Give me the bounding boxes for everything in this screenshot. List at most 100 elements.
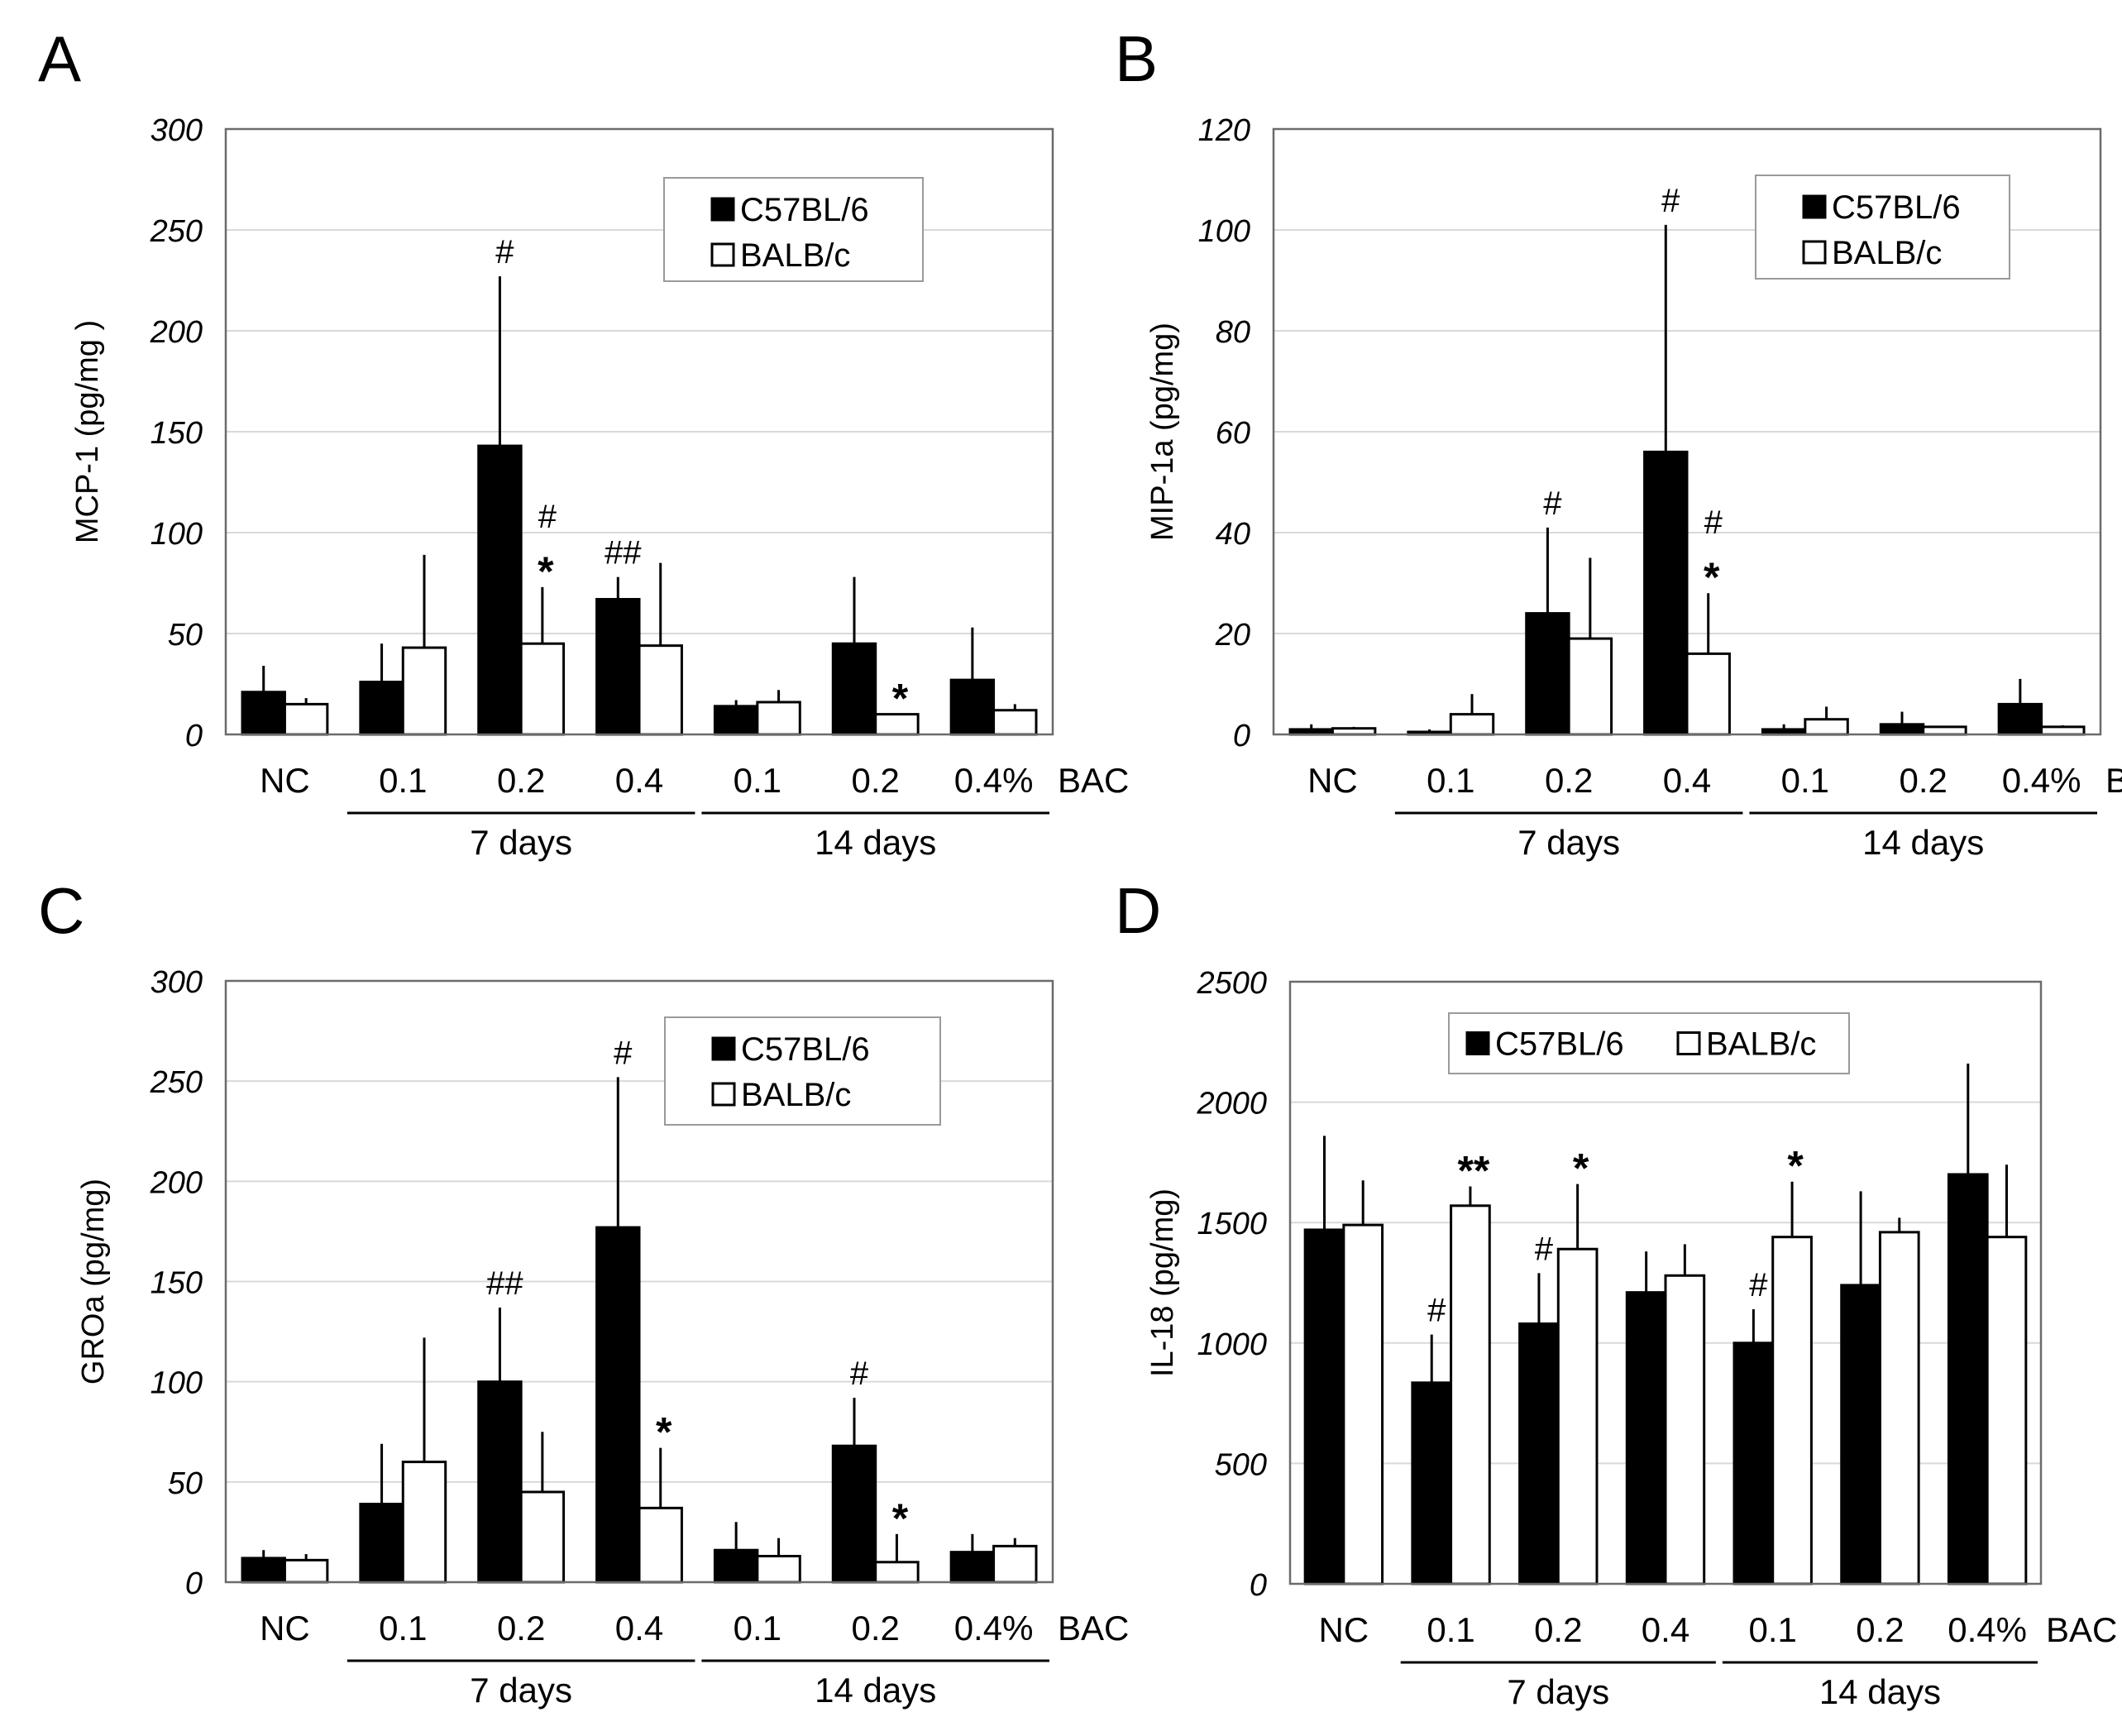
y-tick-label: 1500 xyxy=(1197,1207,1267,1241)
x-tick-label: 0.2 xyxy=(852,1609,900,1648)
legend-label: C57BL/6 xyxy=(741,1031,870,1068)
bar-c57bl-6 xyxy=(831,642,877,736)
bar-balb-c xyxy=(1567,637,1613,736)
x-tick-label: NC xyxy=(1307,761,1358,800)
x-tick-label: 0.4% xyxy=(1948,1610,2027,1649)
y-tick-label: 50 xyxy=(168,618,203,653)
y-tick-label: 120 xyxy=(1198,113,1250,148)
legend-box xyxy=(663,177,924,282)
x-tick-label: 0.4 xyxy=(615,1609,663,1648)
bar-c57bl-6 xyxy=(595,598,641,736)
legend-label: BALB/c xyxy=(1706,1026,1816,1063)
bar-balb-c xyxy=(992,1544,1038,1584)
unit-label: BAC xyxy=(1058,761,1129,800)
y-tick-label: 200 xyxy=(150,1165,203,1200)
chart-panel-b: B 0 20 40 60 80 100 120 MIP-1a (pg/mg) # # * # NC 0.1 0… xyxy=(1115,22,2122,862)
significance-mark: # xyxy=(1535,1231,1554,1267)
significance-mark: * xyxy=(1787,1143,1804,1189)
bar-c57bl-6 xyxy=(1732,1341,1775,1585)
bar-balb-c xyxy=(992,709,1038,736)
y-axis-label: MCP-1 (pg/mg ) xyxy=(70,320,105,543)
x-tick-label: 0.1 xyxy=(734,761,781,800)
y-tick-label: 250 xyxy=(150,214,203,249)
y-tick-label: 40 xyxy=(1216,517,1250,552)
bar-balb-c xyxy=(1342,1223,1384,1585)
x-tick-label: 0.4 xyxy=(615,761,663,800)
x-tick-label: 0.2 xyxy=(1545,761,1593,800)
x-tick-label: 0.4% xyxy=(954,1609,1034,1648)
bar-balb-c xyxy=(1685,652,1731,736)
legend-label: BALB/c xyxy=(740,237,850,274)
y-tick-label: 100 xyxy=(151,1366,203,1401)
y-axis-label: MIP-1a (pg/mg) xyxy=(1145,323,1180,541)
x-tick-label: 0.1 xyxy=(379,1609,427,1648)
plot-frame xyxy=(1272,127,2102,736)
group-label: 7 days xyxy=(1507,1672,1609,1711)
legend-swatch xyxy=(1802,194,1827,219)
y-tick-label: 20 xyxy=(1215,618,1250,653)
bar-c57bl-6 xyxy=(713,705,759,736)
significance-mark: ## xyxy=(605,535,642,571)
legend-label: C57BL/6 xyxy=(740,192,869,228)
bar-c57bl-6 xyxy=(949,1551,996,1584)
legend-swatch xyxy=(710,197,735,222)
x-tick-label: 0.2 xyxy=(497,761,545,800)
legend-box xyxy=(1448,1012,1850,1074)
bar-c57bl-6 xyxy=(713,1548,759,1584)
bar-c57bl-6 xyxy=(1840,1284,1881,1585)
x-tick-label: 0.1 xyxy=(1749,1610,1797,1649)
y-tick-label: 500 xyxy=(1215,1447,1267,1482)
x-tick-label: 0.4 xyxy=(1663,761,1711,800)
bar-c57bl-6 xyxy=(1997,702,2043,736)
y-tick-label: 1000 xyxy=(1197,1327,1267,1362)
significance-mark: # xyxy=(538,499,557,535)
group-label: 7 days xyxy=(470,1671,572,1710)
y-tick-label: 300 xyxy=(151,113,203,148)
bar-c57bl-6 xyxy=(477,444,523,736)
bar-balb-c xyxy=(1804,718,1849,736)
bar-c57bl-6 xyxy=(1518,1322,1560,1585)
legend-label: BALB/c xyxy=(741,1077,851,1113)
group-label: 7 days xyxy=(1517,823,1620,862)
significance-mark: # xyxy=(1661,183,1680,219)
x-tick-label: 0.4% xyxy=(2002,761,2081,800)
plot-frame xyxy=(1288,980,2043,1585)
x-tick-label: 0.2 xyxy=(1856,1610,1904,1649)
bar-balb-c xyxy=(1922,725,1967,736)
legend-swatch xyxy=(1465,1031,1490,1055)
significance-mark: # xyxy=(1704,505,1723,541)
panel-letter: A xyxy=(38,22,81,95)
y-tick-label: 0 xyxy=(185,719,203,753)
bar-balb-c xyxy=(1878,1231,1920,1585)
y-tick-label: 250 xyxy=(150,1065,203,1100)
significance-mark: * xyxy=(1573,1145,1589,1192)
bar-balb-c xyxy=(638,1506,683,1584)
significance-mark: # xyxy=(495,234,514,270)
significance-mark: # xyxy=(1543,485,1562,522)
x-tick-label: NC xyxy=(260,761,310,800)
group-label: 14 days xyxy=(1862,823,1984,862)
y-tick-label: 2500 xyxy=(1196,966,1267,1001)
legend-swatch xyxy=(710,242,735,267)
significance-mark: # xyxy=(614,1035,633,1071)
x-tick-label: 0.2 xyxy=(852,761,900,800)
bar-balb-c xyxy=(1664,1274,1706,1585)
bar-balb-c xyxy=(1450,1204,1491,1585)
bar-c57bl-6 xyxy=(1303,1228,1345,1585)
bar-c57bl-6 xyxy=(1411,1381,1453,1585)
x-tick-label: 0.4% xyxy=(954,761,1034,800)
y-tick-label: 0 xyxy=(185,1566,203,1601)
bar-balb-c xyxy=(756,1554,801,1584)
bar-c57bl-6 xyxy=(1947,1173,1989,1585)
bar-c57bl-6 xyxy=(477,1380,523,1584)
group-label: 14 days xyxy=(815,823,936,862)
unit-label: BAC xyxy=(1058,1609,1129,1648)
x-tick-label: 0.1 xyxy=(1427,1610,1474,1649)
bar-c57bl-6 xyxy=(359,1502,404,1584)
bar-c57bl-6 xyxy=(1879,723,1925,736)
y-tick-label: 100 xyxy=(1198,214,1250,249)
unit-label: BAC xyxy=(2105,761,2122,800)
y-axis-label: GROa (pg/mg) xyxy=(76,1179,111,1384)
